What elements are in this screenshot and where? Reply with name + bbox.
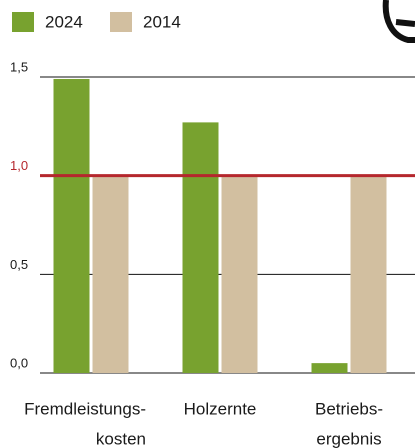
bar bbox=[182, 122, 219, 374]
bar bbox=[221, 175, 258, 373]
bar bbox=[53, 78, 90, 374]
y-tick-label: 1,0 bbox=[10, 158, 28, 173]
bar bbox=[350, 175, 387, 373]
y-tick-label: 0,0 bbox=[10, 355, 28, 370]
x-tick-label: Holzernte bbox=[184, 399, 257, 418]
legend-swatch bbox=[110, 12, 132, 32]
y-tick-label: 0,5 bbox=[10, 257, 28, 272]
x-tick-label: Betriebs- bbox=[315, 399, 383, 418]
x-tick-label: Fremdleistungs- bbox=[24, 399, 146, 418]
legend-label: 2024 bbox=[45, 12, 83, 31]
bar bbox=[311, 363, 348, 373]
legend-swatch bbox=[12, 12, 34, 32]
x-tick-label: ergebnis bbox=[316, 429, 381, 448]
y-tick-label: 1,5 bbox=[10, 59, 28, 74]
bar bbox=[92, 175, 129, 373]
x-tick-label: kosten bbox=[96, 429, 146, 448]
decoration bbox=[382, 0, 415, 43]
legend-label: 2014 bbox=[143, 12, 181, 31]
